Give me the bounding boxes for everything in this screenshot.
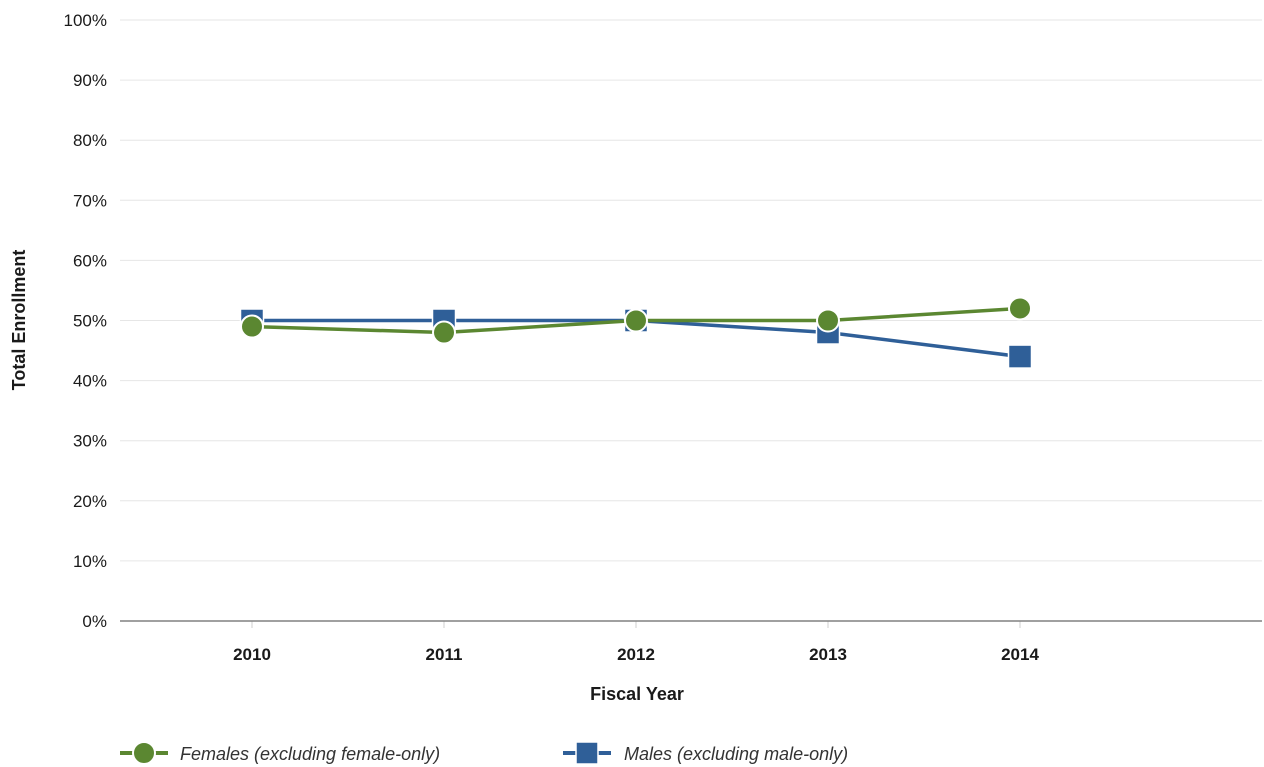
legend-marker-square [575, 741, 599, 765]
x-tick-label: 2012 [617, 645, 655, 664]
y-tick-label: 30% [73, 432, 107, 451]
x-axis-ticks: 2010 2011 2012 2013 2014 [233, 621, 1039, 664]
legend-item-females[interactable]: Females (excluding female-only) [120, 741, 440, 765]
y-tick-label: 40% [73, 372, 107, 391]
y-tick-label: 90% [73, 71, 107, 90]
data-point-circle[interactable] [1008, 296, 1032, 321]
data-point-square[interactable] [1007, 344, 1033, 369]
y-axis-ticks: 0% 10% 20% 30% 40% 50% 60% 70% 80% 90% 100% [64, 11, 107, 631]
y-tick-label: 70% [73, 191, 107, 210]
legend-label-females: Females (excluding female-only) [180, 744, 440, 764]
y-axis-title: Total Enrollment [9, 250, 29, 391]
x-tick-label: 2013 [809, 645, 847, 664]
x-tick-label: 2011 [426, 645, 463, 664]
grid-lines [120, 19, 1262, 562]
legend-marker-circle [132, 741, 156, 765]
y-tick-label: 20% [73, 492, 107, 511]
legend-label-males: Males (excluding male-only) [624, 744, 848, 764]
legend-item-males[interactable]: Males (excluding male-only) [563, 741, 848, 765]
data-point-circle[interactable] [816, 308, 840, 333]
x-tick-label: 2014 [1001, 645, 1039, 664]
data-point-circle[interactable] [240, 314, 264, 339]
legend: Females (excluding female-only) Males (e… [120, 741, 848, 765]
y-tick-label: 10% [73, 552, 107, 571]
y-tick-label: 80% [73, 131, 107, 150]
x-tick-label: 2010 [233, 645, 271, 664]
series-layer [239, 296, 1033, 369]
data-point-circle[interactable] [432, 320, 456, 345]
y-tick-label: 50% [73, 312, 107, 331]
y-tick-label: 0% [82, 612, 107, 631]
series-circle [240, 296, 1032, 345]
x-axis-title: Fiscal Year [590, 684, 684, 704]
y-tick-label: 100% [64, 11, 107, 30]
y-tick-label: 60% [73, 251, 107, 270]
data-point-circle[interactable] [624, 308, 648, 333]
